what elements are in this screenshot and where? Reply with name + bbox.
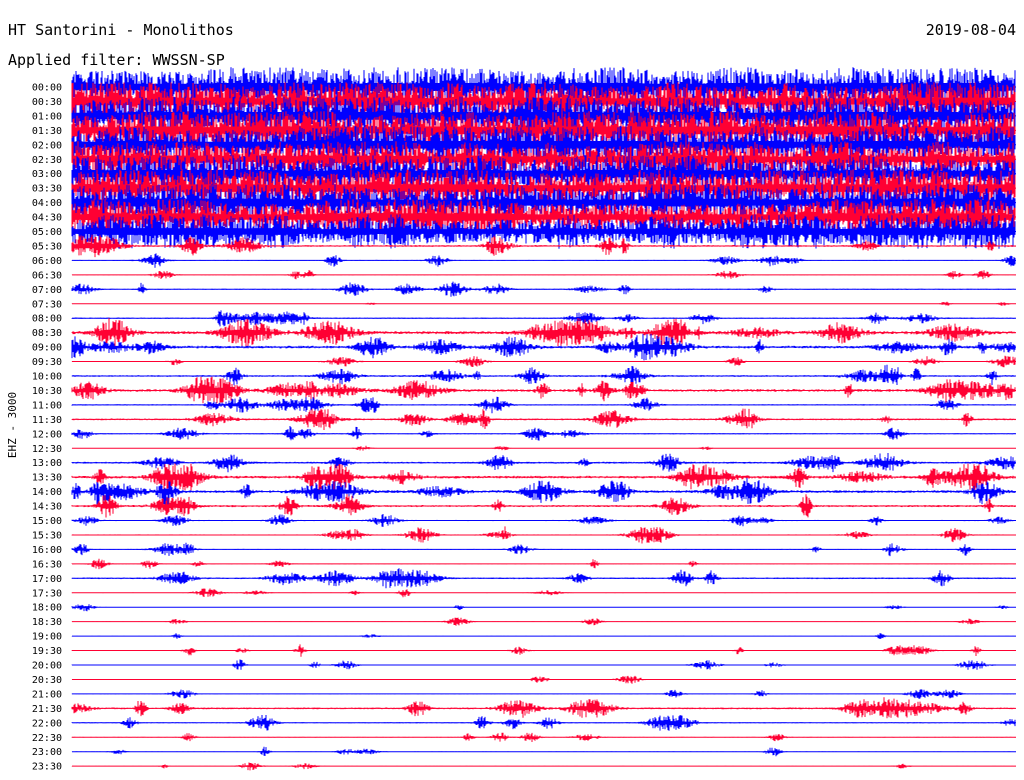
trace-row-1400 xyxy=(71,477,1016,506)
trace-row-1330 xyxy=(71,463,1016,491)
time-tick-label: 19:00 xyxy=(32,632,62,643)
trace-row-0530 xyxy=(71,234,1016,258)
time-tick-label: 05:30 xyxy=(32,241,62,252)
trace-row-0600 xyxy=(71,253,1016,268)
trace-row-1430 xyxy=(71,494,1016,518)
time-tick-label: 23:30 xyxy=(32,762,62,773)
trace-row-2030 xyxy=(71,675,1016,684)
time-tick-label: 00:00 xyxy=(32,83,62,94)
trace-row-1600 xyxy=(71,542,1016,557)
time-tick-label: 22:00 xyxy=(32,718,62,729)
station-title: HT Santorini - Monolithos xyxy=(8,21,234,39)
time-tick-label: 15:00 xyxy=(32,516,62,527)
trace-row-2330 xyxy=(71,762,1016,771)
time-tick-label: 09:00 xyxy=(32,343,62,354)
trace-row-1500 xyxy=(71,514,1016,527)
trace-row-2230 xyxy=(71,732,1016,742)
filter-label: Applied filter: WWSSN-SP xyxy=(8,51,225,69)
trace-row-0930 xyxy=(71,355,1016,368)
date-label: 2019-08-04 xyxy=(925,21,1016,39)
time-tick-label: 16:30 xyxy=(32,559,62,570)
trace-row-1930 xyxy=(71,644,1016,657)
trace-row-1530 xyxy=(71,526,1016,544)
time-axis: 00:00 00:30 01:00 01:30 02:00 02:30 03:00 03:30… xyxy=(32,83,62,773)
trace-row-2200 xyxy=(71,715,1016,731)
trace-row-2130 xyxy=(71,697,1016,719)
time-tick-label: 13:00 xyxy=(32,458,62,469)
trace-row-1300 xyxy=(71,453,1016,473)
time-tick-label: 01:00 xyxy=(32,111,62,122)
trace-row-1730 xyxy=(71,588,1016,598)
time-tick-label: 08:30 xyxy=(32,328,62,339)
trace-row-1700 xyxy=(71,568,1016,589)
trace-row-0630 xyxy=(71,270,1016,280)
trace-row-0830 xyxy=(71,318,1016,348)
time-tick-label: 10:30 xyxy=(32,386,62,397)
time-tick-label: 13:30 xyxy=(32,473,62,484)
channel-label: EHZ - 3000 xyxy=(6,392,19,458)
trace-row-0730 xyxy=(71,301,1016,306)
time-tick-label: 11:30 xyxy=(32,415,62,426)
trace-row-2300 xyxy=(71,746,1016,757)
trace-row-0500 xyxy=(71,214,1016,249)
time-tick-label: 10:00 xyxy=(32,372,62,383)
time-tick-label: 06:00 xyxy=(32,256,62,267)
trace-row-1800 xyxy=(71,604,1016,612)
time-tick-label: 02:00 xyxy=(32,140,62,151)
time-tick-label: 15:30 xyxy=(32,531,62,542)
trace-row-0300 xyxy=(71,155,1016,193)
trace-row-0900 xyxy=(71,333,1016,361)
time-tick-label: 06:30 xyxy=(32,270,62,281)
time-tick-label: 09:30 xyxy=(32,357,62,368)
trace-row-1830 xyxy=(71,617,1016,626)
trace-row-1630 xyxy=(71,558,1016,570)
time-tick-label: 21:00 xyxy=(32,689,62,700)
time-tick-label: 23:00 xyxy=(32,747,62,758)
trace-row-1030 xyxy=(71,376,1016,404)
trace-row-1900 xyxy=(71,633,1016,639)
time-tick-label: 20:30 xyxy=(32,675,62,686)
trace-row-2100 xyxy=(71,689,1016,699)
time-tick-label: 05:00 xyxy=(32,227,62,238)
time-tick-label: 11:00 xyxy=(32,400,62,411)
time-tick-label: 17:30 xyxy=(32,588,62,599)
trace-group xyxy=(71,67,1016,771)
time-tick-label: 00:30 xyxy=(32,97,62,108)
time-tick-label: 12:00 xyxy=(32,429,62,440)
time-tick-label: 21:30 xyxy=(32,704,62,715)
time-tick-label: 04:00 xyxy=(32,198,62,209)
time-tick-label: 03:30 xyxy=(32,184,62,195)
time-tick-label: 04:30 xyxy=(32,213,62,224)
time-tick-label: 17:00 xyxy=(32,574,62,585)
time-tick-label: 02:30 xyxy=(32,155,62,166)
time-tick-label: 18:30 xyxy=(32,617,62,628)
trace-row-1230 xyxy=(71,445,1016,451)
time-tick-label: 16:00 xyxy=(32,545,62,556)
time-tick-label: 07:30 xyxy=(32,299,62,310)
trace-row-0700 xyxy=(71,281,1016,297)
time-tick-label: 08:00 xyxy=(32,314,62,325)
time-tick-label: 22:30 xyxy=(32,733,62,744)
time-tick-label: 12:30 xyxy=(32,444,62,455)
trace-row-1130 xyxy=(71,408,1016,430)
time-tick-label: 14:00 xyxy=(32,487,62,498)
time-tick-label: 18:00 xyxy=(32,603,62,614)
trace-row-2000 xyxy=(71,659,1016,670)
time-tick-label: 03:00 xyxy=(32,169,62,180)
time-tick-label: 14:30 xyxy=(32,502,62,513)
time-tick-label: 19:30 xyxy=(32,646,62,657)
trace-row-1100 xyxy=(71,396,1016,414)
trace-row-0800 xyxy=(71,310,1016,327)
trace-row-1200 xyxy=(71,426,1016,441)
time-tick-label: 01:30 xyxy=(32,126,62,137)
time-tick-label: 07:00 xyxy=(32,285,62,296)
trace-row-1000 xyxy=(71,364,1016,386)
time-tick-label: 20:00 xyxy=(32,661,62,672)
